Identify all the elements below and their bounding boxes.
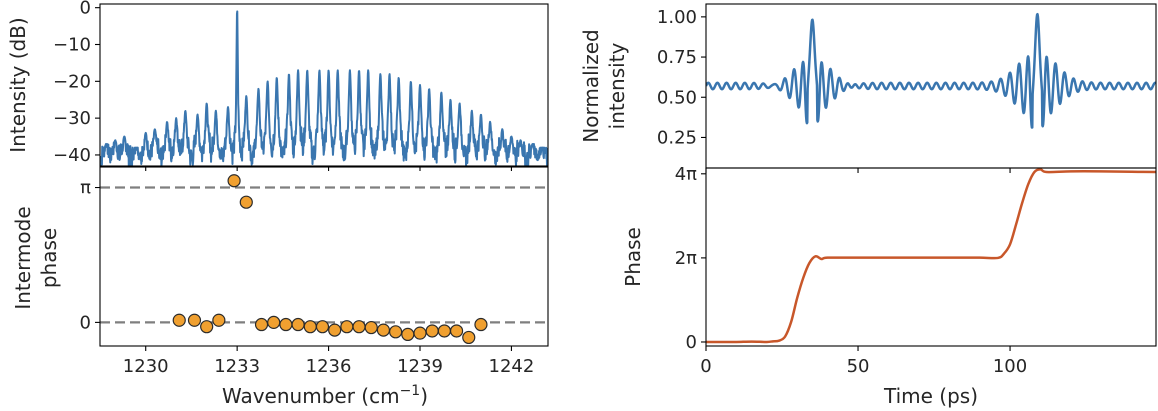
phase-point [474, 317, 488, 332]
phase-ylabel: Phase [621, 227, 645, 287]
phase-ticks: 0 50 100 0 2π 4π [675, 164, 1028, 377]
intermode-phase-panel: 1230 1233 1236 1239 1242 0 π Intermode phase W… [11, 166, 549, 408]
spectrum-ytick-label: −20 [53, 71, 91, 92]
intermode-phase-xtick-label: 1230 [123, 356, 169, 377]
phase-ytick-label: 4π [675, 164, 697, 185]
spectrum-ticks: 0 −10 −20 −30 −40 [53, 0, 512, 171]
intermode-phase-xtick-label: 1239 [397, 356, 443, 377]
intermode-phase-reference-lines [100, 186, 548, 324]
phase-point [352, 320, 366, 334]
spectrum-ytick-label: −40 [53, 145, 91, 166]
normalized-intensity-ylabel-line1: Normalized [579, 29, 603, 142]
intermode-phase-xtick-label: 1236 [306, 356, 352, 377]
phase-point [437, 324, 451, 338]
wavenumber-xlabel: Wavenumber (cm−1) [222, 383, 428, 408]
phase-ytick-label: 2π [675, 248, 697, 269]
phase-point [462, 330, 476, 345]
time-xlabel: Time (ps) [883, 384, 978, 408]
normalized-intensity-ylabel-line2: intensity [605, 42, 629, 129]
wavenumber-xlabel-main: Wavenumber (cm [222, 384, 400, 408]
phase-point [389, 325, 403, 339]
phase-point [239, 195, 253, 209]
phase-point [413, 326, 427, 340]
intermode-phase-xtick-label: 1242 [489, 356, 535, 377]
normalized-intensity-ticks: 0.25 0.50 0.75 1.00 [657, 7, 1011, 173]
phase-xtick-label: 100 [993, 356, 1027, 377]
intermode-phase-ticks: 1230 1233 1236 1239 1242 0 π [80, 178, 535, 377]
phase-xtick-label: 0 [700, 356, 711, 377]
phase-point [227, 174, 241, 188]
phase-point [279, 317, 293, 332]
phase-point [254, 317, 269, 332]
wavenumber-xlabel-sup: −1 [400, 383, 421, 399]
normalized-intensity-ytick-label: 1.00 [657, 7, 697, 28]
phase-point [340, 320, 354, 334]
normalized-intensity-ytick-label: 0.75 [657, 47, 697, 68]
spectrum-frame [99, 3, 549, 167]
normalized-intensity-panel: 0.25 0.50 0.75 1.00 Normalized intensity [579, 3, 1157, 173]
spectrum-ytick-label: 0 [80, 0, 91, 19]
intermode-phase-xtick-label: 1233 [214, 356, 260, 377]
intermode-phase-ytick-label: 0 [80, 312, 91, 333]
spectrum-ylabel: Intensity (dB) [6, 17, 30, 152]
phase-point [200, 320, 214, 334]
spectrum-line [100, 10, 548, 166]
phase-point [328, 323, 342, 337]
phase-point [291, 317, 305, 332]
spectrum-ytick-label: −10 [53, 35, 91, 56]
phase-point [364, 320, 378, 335]
phase-point [401, 327, 415, 342]
intermode-phase-ytick-label: π [80, 178, 91, 199]
phase-point [315, 320, 330, 334]
phase-point [449, 324, 464, 338]
phase-frame [705, 167, 1157, 347]
phase-point [303, 320, 317, 334]
intermode-phase-ylabel-line2: phase [37, 228, 61, 288]
spectrum-ytick-label: −30 [53, 108, 91, 129]
phase-ytick-label: 0 [686, 332, 697, 353]
spectrum-panel: 0 −10 −20 −30 −40 Intensity (dB) [6, 0, 549, 171]
phase-point [172, 313, 186, 327]
phase-line [706, 168, 1156, 344]
intermode-phase-frame [99, 166, 549, 347]
normalized-intensity-ytick-label: 0.50 [657, 87, 697, 108]
intermode-phase-points [172, 174, 488, 345]
phase-point [187, 313, 202, 327]
phase-point [267, 315, 281, 329]
intermode-phase-ylabel-line1: Intermode [11, 206, 35, 309]
wavenumber-xlabel-tail: ) [420, 384, 428, 408]
normalized-intensity-line [706, 12, 1156, 129]
normalized-intensity-ytick-label: 0.25 [657, 127, 697, 148]
phase-point [425, 324, 439, 338]
phase-point [212, 313, 226, 327]
phase-point [376, 323, 391, 337]
phase-panel: 0 50 100 0 2π 4π Phase Time (ps) [621, 164, 1157, 408]
phase-xtick-label: 50 [847, 356, 870, 377]
